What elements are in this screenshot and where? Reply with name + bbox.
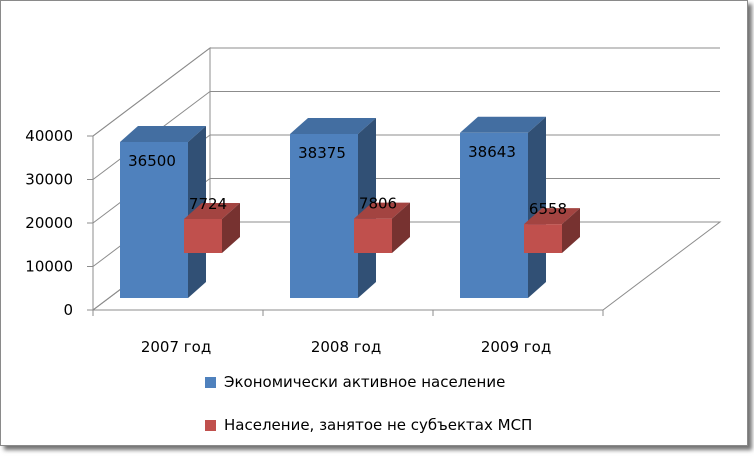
legend-label-series-1: Экономически активное население [224,373,506,391]
bar-front [460,132,528,298]
bar-1-2: 38643 [460,116,546,298]
legend: Экономически активное население Населени… [205,372,532,458]
legend-swatch-series-1 [205,376,216,388]
legend-item-series-1: Экономически активное население [205,372,532,392]
data-label: 36500 [128,152,176,170]
bar-top [354,202,410,219]
bar-side [392,202,410,253]
bar-top [290,117,376,134]
bar-top [524,208,580,225]
bar-top [120,125,206,142]
bar-front [354,218,392,253]
bar-2-1: 7806 [354,195,410,253]
x-tick-label: 2007 год [141,338,211,356]
bar-side [562,208,580,253]
y-tick-label: 40000 [25,127,73,145]
legend-label-series-2: Население, занятое не субъектах МСП [224,416,533,434]
bar-top [184,203,240,219]
y-tick-label: 20000 [25,214,73,232]
data-label: 38643 [468,143,516,161]
data-label: 7724 [189,195,227,213]
y-tick-label: 30000 [25,171,73,189]
bar-1-1: 38375 [290,117,376,299]
x-tick-label: 2009 год [481,338,551,356]
bar-2-2: 6558 [524,200,580,253]
bar-top [460,116,546,133]
bar-front [120,141,188,298]
bar-side [222,203,240,253]
bar-2-0: 7724 [184,195,240,253]
data-label: 6558 [529,200,567,218]
bar-front [184,219,222,253]
legend-swatch-series-2 [205,419,216,431]
x-tick-label: 2008 год [311,338,381,356]
gridline-side-4 [92,47,211,137]
bar-1-0: 36500 [120,125,206,299]
legend-item-series-2: Население, занятое не субъектах МСП [205,415,532,435]
bar-front [524,224,562,253]
y-tick-label: 0 [63,301,73,319]
data-label: 7806 [359,195,397,213]
data-label: 38375 [298,144,346,162]
y-tick-label: 10000 [25,258,73,276]
bar-front [290,133,358,298]
